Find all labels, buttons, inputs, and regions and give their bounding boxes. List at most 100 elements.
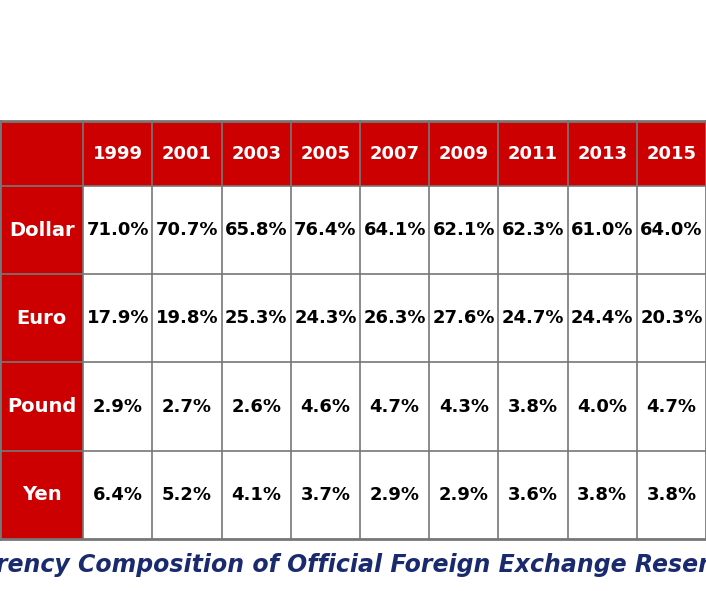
Text: 2013: 2013 [578,145,627,163]
Bar [291,186,360,274]
Bar [498,186,568,274]
Text: 2015: 2015 [647,145,696,163]
Text: 17.9%: 17.9% [87,309,149,327]
Text: 3.8%: 3.8% [578,486,627,504]
Text: 62.1%: 62.1% [433,221,495,239]
Bar [291,451,360,539]
Text: 4.1%: 4.1% [232,486,281,504]
Text: 2.9%: 2.9% [439,486,489,504]
Text: Pound: Pound [7,397,76,416]
Bar [498,121,568,186]
Text: 2007: 2007 [370,145,419,163]
Bar [222,186,291,274]
Text: 3.8%: 3.8% [508,398,558,415]
Text: 1999: 1999 [93,145,143,163]
Bar [429,186,498,274]
Text: 65.8%: 65.8% [225,221,287,239]
Text: 70.7%: 70.7% [156,221,218,239]
Bar [152,362,222,451]
Text: 6.4%: 6.4% [93,486,143,504]
Text: 20.3%: 20.3% [640,309,702,327]
Text: 19.8%: 19.8% [156,309,218,327]
Text: Currency Composition of Official Foreign Exchange Reserves: Currency Composition of Official Foreign… [0,553,706,577]
Text: 3.8%: 3.8% [647,486,696,504]
Bar [637,186,706,274]
Text: 3.7%: 3.7% [301,486,350,504]
Bar [0,274,83,362]
Bar [498,451,568,539]
Text: 64.0%: 64.0% [640,221,702,239]
Bar [0,186,83,274]
Bar [498,274,568,362]
Bar [568,362,637,451]
Bar [291,274,360,362]
Text: 4.6%: 4.6% [301,398,350,415]
Bar [498,362,568,451]
Text: 2.7%: 2.7% [162,398,212,415]
Bar [429,362,498,451]
Bar [83,362,152,451]
Bar [152,121,222,186]
Bar [568,451,637,539]
Bar [429,451,498,539]
Text: 4.7%: 4.7% [370,398,419,415]
Text: 61.0%: 61.0% [571,221,633,239]
Text: 2005: 2005 [301,145,350,163]
Text: 2003: 2003 [232,145,281,163]
Bar [222,451,291,539]
Text: 2.9%: 2.9% [370,486,419,504]
Bar [360,451,429,539]
Text: 2001: 2001 [162,145,212,163]
Text: 2.6%: 2.6% [232,398,281,415]
Bar [0,451,83,539]
Bar [637,451,706,539]
Bar [291,121,360,186]
Bar [0,362,83,451]
Text: 26.3%: 26.3% [364,309,426,327]
Text: Yen: Yen [22,485,61,504]
Text: 62.3%: 62.3% [502,221,564,239]
Text: 2009: 2009 [439,145,489,163]
Bar [152,274,222,362]
Bar [0,121,83,186]
Text: 24.7%: 24.7% [502,309,564,327]
Text: Reserve Currencies: Reserve Currencies [4,30,702,92]
Text: 4.3%: 4.3% [439,398,489,415]
Bar [222,362,291,451]
Bar [637,362,706,451]
Bar [429,274,498,362]
Bar [360,274,429,362]
Bar [360,362,429,451]
Bar [152,451,222,539]
Text: 2.9%: 2.9% [93,398,143,415]
Bar [83,274,152,362]
Text: Dollar: Dollar [9,220,74,239]
Bar [83,451,152,539]
Text: 3.6%: 3.6% [508,486,558,504]
Text: 64.1%: 64.1% [364,221,426,239]
Bar [568,186,637,274]
Text: 25.3%: 25.3% [225,309,287,327]
Bar [152,186,222,274]
Text: 2011: 2011 [508,145,558,163]
Bar [222,274,291,362]
Bar [429,121,498,186]
Bar [83,121,152,186]
Text: 71.0%: 71.0% [87,221,149,239]
Bar [291,362,360,451]
Bar [568,274,637,362]
Text: 5.2%: 5.2% [162,486,212,504]
Bar [637,274,706,362]
Bar [360,186,429,274]
Bar [222,121,291,186]
Bar [568,121,637,186]
Text: Euro: Euro [16,309,67,328]
Text: 76.4%: 76.4% [294,221,357,239]
Text: 4.7%: 4.7% [647,398,696,415]
Bar [83,186,152,274]
Bar [637,121,706,186]
Bar [360,121,429,186]
Text: 24.4%: 24.4% [571,309,633,327]
Text: 4.0%: 4.0% [578,398,627,415]
Text: 24.3%: 24.3% [294,309,357,327]
